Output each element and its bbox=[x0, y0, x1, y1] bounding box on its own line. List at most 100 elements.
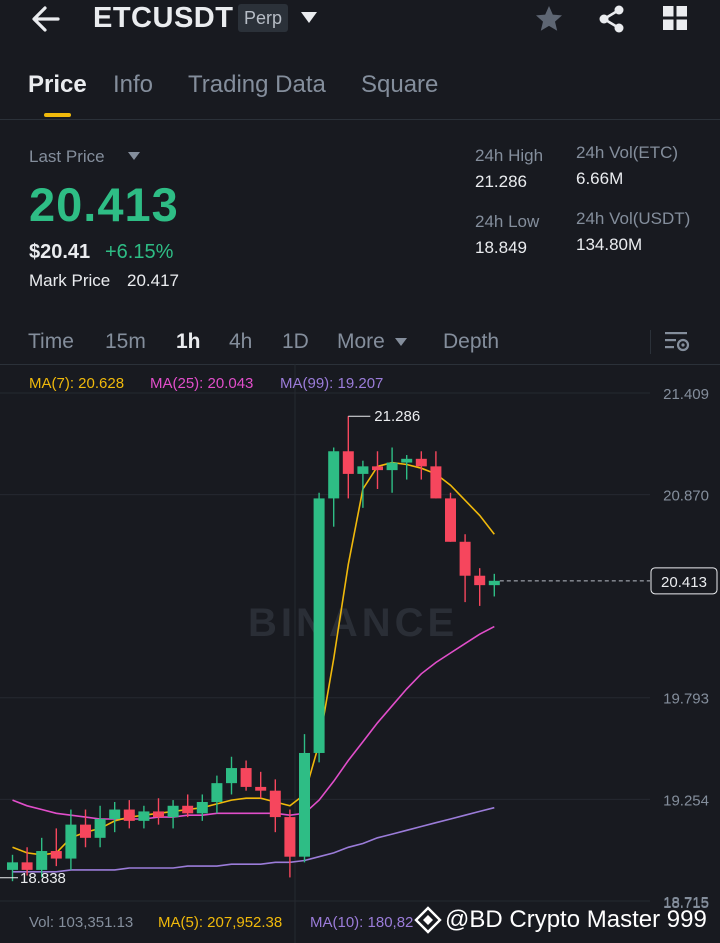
candle-body bbox=[357, 466, 369, 474]
watermark-logo-icon bbox=[414, 906, 442, 934]
ma7-legend: MA(7): 20.628 bbox=[29, 375, 125, 392]
ma99-legend: MA(99): 19.207 bbox=[280, 375, 384, 392]
chart-top-divider bbox=[0, 364, 720, 365]
y-tick-label-bottom: 18.715 bbox=[663, 895, 709, 912]
grid-menu-icon[interactable] bbox=[662, 5, 688, 31]
candle-body bbox=[415, 458, 427, 467]
price-annotations: 21.286 18.838 20.413 18.715 bbox=[0, 408, 718, 912]
candle-body bbox=[21, 862, 33, 870]
chart-settings-icon[interactable] bbox=[664, 330, 690, 354]
candle-body bbox=[196, 802, 208, 814]
candle-body bbox=[240, 768, 252, 787]
mark-price-value: 20.417 bbox=[127, 271, 179, 290]
low-annotation-label: 18.838 bbox=[20, 870, 66, 887]
y-tick-label: 21.409 bbox=[663, 386, 709, 403]
vol-usdt-value: 134.80M bbox=[576, 235, 643, 254]
tab-price[interactable]: Price bbox=[28, 71, 87, 98]
volume-legend: Vol: 103,351.13 bbox=[29, 914, 134, 931]
more-caret-icon[interactable] bbox=[394, 337, 408, 347]
candle-body bbox=[94, 818, 106, 838]
high-24h-label: 24h High bbox=[475, 146, 544, 165]
candle-body bbox=[211, 783, 223, 803]
tabs-divider bbox=[0, 119, 720, 120]
candle-body bbox=[50, 851, 62, 859]
candle-body bbox=[445, 498, 456, 542]
candle-body bbox=[328, 451, 340, 499]
y-tick-label: 18.715 bbox=[663, 894, 709, 911]
vol-etc-value: 6.66M bbox=[576, 169, 624, 188]
candle-body bbox=[372, 466, 383, 471]
tab-trading-data[interactable]: Trading Data bbox=[188, 71, 326, 98]
candle-body bbox=[255, 786, 267, 791]
candle-body bbox=[80, 824, 91, 838]
candle-body bbox=[153, 811, 164, 818]
current-price-label: 20.413 bbox=[661, 574, 707, 591]
candle-body bbox=[65, 824, 77, 859]
moving-average-lines bbox=[12, 461, 495, 873]
high-24h-value: 21.286 bbox=[475, 172, 527, 191]
y-axis-ticks: 21.409 20.870 19.793 19.254 18.715 bbox=[663, 386, 709, 911]
y-tick-label: 19.793 bbox=[663, 691, 709, 708]
volume-ma10-legend: MA(10): 180,82 bbox=[310, 914, 414, 931]
interval-15m[interactable]: 15m bbox=[105, 330, 146, 353]
ma99-line bbox=[12, 806, 495, 873]
vol-etc-label: 24h Vol(ETC) bbox=[576, 143, 679, 162]
overlay-watermark-text: @BD Crypto Master 999 bbox=[445, 906, 707, 933]
candle-body bbox=[7, 862, 18, 870]
interval-more[interactable]: More bbox=[337, 330, 385, 353]
brand-watermark: BINANCE bbox=[248, 601, 458, 645]
candle-body bbox=[138, 811, 150, 821]
tab-depth[interactable]: Depth bbox=[443, 330, 500, 353]
candle-body bbox=[430, 466, 442, 499]
current-price-box bbox=[650, 567, 718, 595]
candle-body bbox=[269, 790, 281, 818]
interval-4h[interactable]: 4h bbox=[229, 330, 253, 353]
candle-body bbox=[386, 462, 398, 471]
mark-price-label: Mark Price bbox=[29, 271, 111, 290]
candle-body bbox=[182, 805, 194, 814]
y-tick-label: 19.254 bbox=[663, 792, 709, 809]
share-icon[interactable] bbox=[597, 4, 627, 34]
candle-body bbox=[401, 458, 413, 463]
interval-time[interactable]: Time bbox=[28, 330, 74, 353]
candlestick-chart[interactable]: BINANCE 21.409 20.870 19.793 19.254 18.715 2… bbox=[0, 364, 720, 943]
perp-badge: Perp bbox=[238, 4, 288, 32]
usd-value: $20.41 bbox=[29, 241, 91, 263]
price-change-percent: +6.15% bbox=[105, 241, 174, 263]
candle-body bbox=[109, 809, 121, 819]
tab-square[interactable]: Square bbox=[361, 71, 439, 98]
vol-usdt-label: 24h Vol(USDT) bbox=[576, 209, 691, 228]
candle-body bbox=[313, 498, 325, 753]
candle-body bbox=[342, 451, 354, 474]
interval-separator bbox=[650, 330, 651, 354]
interval-1d[interactable]: 1D bbox=[282, 330, 309, 353]
volume-ma5-legend: MA(5): 207,952.38 bbox=[158, 914, 283, 931]
candle-body bbox=[459, 541, 471, 576]
last-price-value: 20.413 bbox=[29, 178, 179, 231]
chart-grid bbox=[0, 364, 650, 943]
last-price-label[interactable]: Last Price bbox=[29, 147, 105, 166]
symbol-dropdown-caret-icon[interactable] bbox=[300, 11, 318, 25]
back-arrow-icon[interactable] bbox=[30, 4, 62, 34]
tab-info[interactable]: Info bbox=[113, 71, 154, 98]
candle-body bbox=[36, 851, 48, 870]
top-bar: ETCUSDT Perp bbox=[0, 0, 720, 40]
ma25-line bbox=[12, 625, 495, 820]
ma7-line bbox=[12, 461, 495, 856]
y-tick-label: 20.870 bbox=[663, 488, 709, 505]
low-24h-label: 24h Low bbox=[475, 212, 540, 231]
candle-body bbox=[284, 817, 296, 857]
interval-1h[interactable]: 1h bbox=[176, 330, 201, 353]
favorite-star-icon[interactable] bbox=[534, 4, 564, 34]
low-24h-value: 18.849 bbox=[475, 238, 527, 257]
ma25-legend: MA(25): 20.043 bbox=[150, 375, 254, 392]
high-annotation-label: 21.286 bbox=[374, 408, 420, 425]
candle-body bbox=[299, 752, 310, 857]
candles bbox=[7, 416, 500, 882]
active-tab-indicator bbox=[44, 113, 71, 117]
last-price-caret-icon[interactable] bbox=[127, 151, 141, 161]
candle-body bbox=[488, 580, 500, 586]
symbol-title[interactable]: ETCUSDT bbox=[93, 2, 234, 34]
candle-body bbox=[474, 575, 486, 586]
candle-body bbox=[123, 809, 135, 821]
